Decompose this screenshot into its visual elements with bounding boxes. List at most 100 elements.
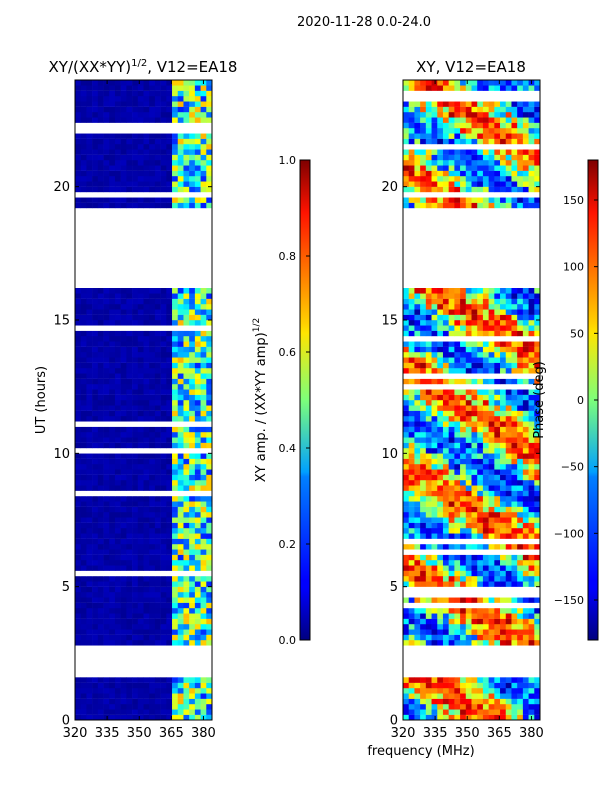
phase-heatmap-cell bbox=[448, 714, 455, 721]
amp-heatmap-cell bbox=[206, 288, 213, 294]
amp-heatmap-cell bbox=[132, 485, 139, 491]
phase-heatmap-cell bbox=[420, 629, 427, 635]
amp-heatmap-cell bbox=[126, 309, 133, 315]
amp-heatmap-cell bbox=[120, 314, 127, 321]
amp-heatmap-cell bbox=[183, 288, 190, 294]
amp-heatmap-cell bbox=[194, 96, 201, 102]
phase-heatmap-cell bbox=[522, 608, 529, 614]
phase-heatmap-cell bbox=[517, 165, 524, 171]
amp-heatmap-cell bbox=[154, 389, 161, 395]
phase-heatmap-cell bbox=[477, 693, 484, 699]
phase-heatmap-cell bbox=[477, 512, 484, 518]
amp-heatmap-cell bbox=[183, 181, 190, 187]
amp-heatmap-cell bbox=[75, 170, 82, 177]
phase-heatmap-cell bbox=[425, 288, 432, 294]
phase-heatmap-cell bbox=[471, 448, 478, 454]
amp-heatmap-cell bbox=[97, 394, 104, 401]
phase-heatmap-cell bbox=[482, 458, 489, 465]
phase-heatmap-cell bbox=[522, 288, 529, 294]
amp-heatmap-cell bbox=[109, 80, 116, 86]
amp-heatmap-cell bbox=[154, 442, 161, 449]
phase-heatmap-cell bbox=[517, 389, 524, 395]
phase-heatmap-cell bbox=[517, 384, 524, 390]
amp-heatmap-cell bbox=[126, 629, 133, 635]
phase-heatmap-cell bbox=[477, 538, 484, 545]
amp-heatmap-cell bbox=[109, 378, 116, 385]
phase-heatmap-cell bbox=[425, 544, 432, 550]
amp-heatmap-cell bbox=[194, 293, 201, 299]
amp-heatmap-cell bbox=[92, 501, 99, 507]
phase-heatmap-cell bbox=[465, 304, 472, 310]
amp-heatmap-cell bbox=[120, 373, 127, 379]
amp-heatmap-cell bbox=[80, 634, 87, 641]
phase-heatmap-cell bbox=[522, 389, 529, 395]
phase-heatmap-cell bbox=[505, 165, 512, 171]
phase-heatmap-cell bbox=[482, 186, 489, 193]
amp-heatmap-cell bbox=[92, 448, 99, 454]
phase-heatmap-cell bbox=[454, 677, 461, 683]
phase-heatmap-cell bbox=[511, 202, 518, 209]
phase-heatmap-cell bbox=[522, 373, 529, 379]
phase-heatmap-cell bbox=[477, 197, 484, 203]
amp-heatmap-cell bbox=[120, 570, 127, 577]
phase-heatmap-cell bbox=[448, 133, 455, 139]
phase-heatmap-cell bbox=[517, 85, 524, 91]
phase-heatmap-cell bbox=[482, 192, 489, 198]
phase-heatmap-cell bbox=[408, 442, 415, 449]
phase-heatmap-cell bbox=[505, 90, 512, 97]
amp-heatmap-cell bbox=[80, 378, 87, 385]
phase-heatmap-cell bbox=[511, 426, 518, 433]
phase-heatmap-cell bbox=[460, 693, 467, 699]
amp-heatmap-cell bbox=[166, 597, 173, 603]
phase-heatmap-cell bbox=[511, 80, 518, 86]
amp-heatmap-cell bbox=[132, 698, 139, 705]
phase-heatmap-cell bbox=[454, 160, 461, 166]
phase-heatmap-cell bbox=[442, 448, 449, 454]
phase-y-tick-label: 5 bbox=[390, 580, 398, 595]
amp-heatmap-cell bbox=[143, 288, 150, 294]
amp-heatmap-cell bbox=[137, 570, 144, 577]
amp-heatmap-cell bbox=[80, 581, 87, 587]
amp-heatmap-cell bbox=[183, 629, 190, 635]
phase-heatmap-cell bbox=[505, 517, 512, 523]
amp-heatmap-cell bbox=[92, 677, 99, 683]
phase-heatmap-cell bbox=[471, 560, 478, 566]
phase-heatmap-cell bbox=[442, 704, 449, 710]
amp-heatmap-cell bbox=[97, 85, 104, 91]
amp-heatmap-cell bbox=[132, 90, 139, 97]
amp-heatmap-cell bbox=[206, 586, 213, 593]
phase-heatmap-cell bbox=[522, 346, 529, 353]
phase-heatmap-cell bbox=[528, 592, 535, 598]
amp-heatmap-cell bbox=[103, 373, 110, 379]
phase-heatmap-cell bbox=[425, 501, 432, 507]
amp-heatmap-cell bbox=[200, 426, 207, 433]
phase-heatmap-cell bbox=[500, 634, 507, 641]
amp-heatmap-cell bbox=[80, 480, 87, 486]
amp-heatmap-cell bbox=[126, 437, 133, 443]
phase-heatmap-cell bbox=[414, 640, 421, 646]
phase-heatmap-cell bbox=[488, 176, 495, 182]
amp-heatmap-cell bbox=[132, 554, 139, 561]
amp-heatmap-cell bbox=[172, 442, 179, 449]
amp-heatmap-cell bbox=[103, 506, 110, 513]
amp-heatmap-cell bbox=[137, 581, 144, 587]
amp-heatmap-cell bbox=[103, 330, 110, 337]
amp-heatmap-cell bbox=[194, 368, 201, 374]
amp-heatmap-cell bbox=[137, 544, 144, 550]
phase-heatmap-cell bbox=[477, 682, 484, 689]
amp-heatmap-cell bbox=[120, 336, 127, 342]
amp-heatmap-cell bbox=[120, 384, 127, 390]
amp-heatmap-cell bbox=[154, 437, 161, 443]
phase-heatmap-cell bbox=[448, 533, 455, 539]
amp-heatmap-cell bbox=[80, 453, 87, 459]
phase-heatmap-cell bbox=[534, 549, 541, 555]
amp-heatmap-cell bbox=[149, 682, 156, 689]
phase-heatmap-cell bbox=[482, 480, 489, 486]
phase-heatmap-cell bbox=[482, 400, 489, 406]
phase-heatmap-cell bbox=[511, 618, 518, 625]
phase-heatmap-cell bbox=[465, 378, 472, 385]
amp-heatmap-cell bbox=[143, 160, 150, 166]
amp-heatmap-cell bbox=[86, 570, 93, 577]
amp-heatmap-cell bbox=[154, 517, 161, 523]
amp-heatmap-cell bbox=[97, 442, 104, 449]
